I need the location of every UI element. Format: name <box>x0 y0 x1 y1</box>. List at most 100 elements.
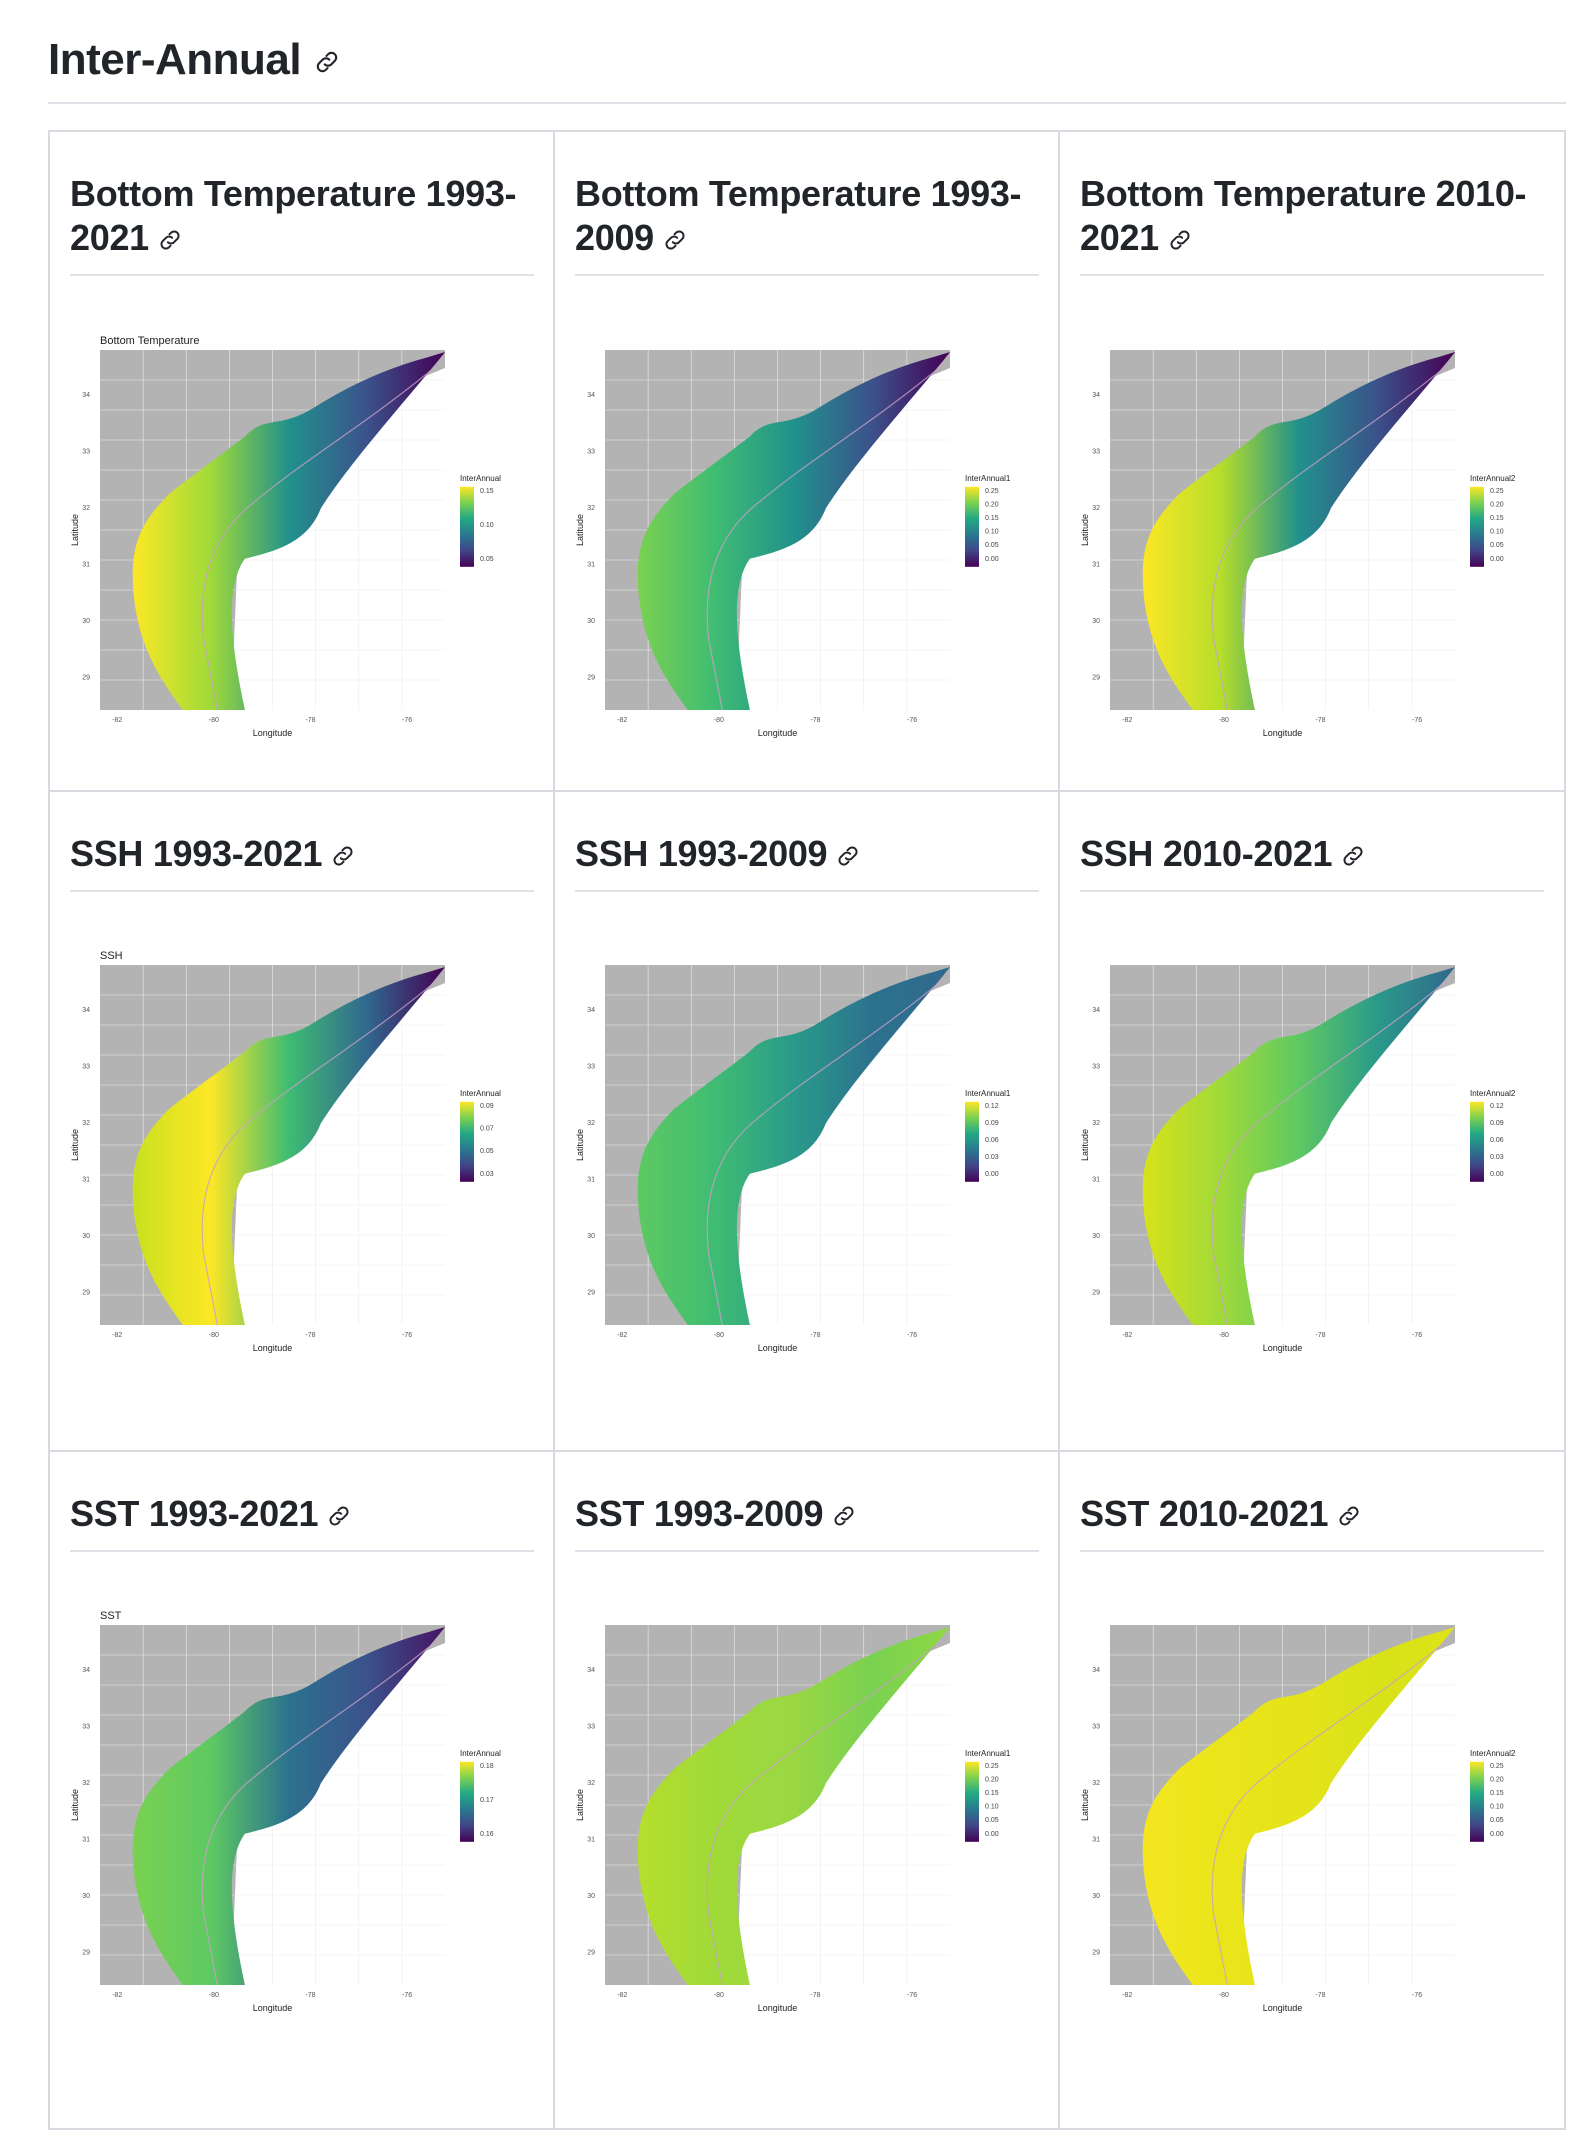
map-plot: Bottom Temperature -82 -80 -78 -76 34 33 32 31 30… <box>70 335 501 738</box>
map-plot: SST -82 -80 -78 -76 34 33 32 31 30 29 Longitude Lati… <box>70 1610 501 2013</box>
map-plot: -82 -80 -78 -76 34 33 32 31 30 29 Longitude Latitud… <box>575 350 1011 738</box>
map-plot: -82 -80 -78 -76 34 33 32 31 30 29 Longitude Latitud… <box>575 1625 1011 2013</box>
isobath-contour <box>201 363 439 711</box>
map-figure: -82 -80 -78 -76 34 33 32 31 30 29 Longitude Latitud… <box>1080 1597 1550 2017</box>
y-axis-label: Latitude <box>1080 1789 1090 1821</box>
link-icon[interactable] <box>1336 1503 1362 1529</box>
y-tick-label: 31 <box>82 561 90 568</box>
legend-colorbar <box>1470 1101 1484 1182</box>
y-tick-label: 32 <box>82 505 90 512</box>
interannual-field <box>637 352 950 710</box>
legend-tick-label: 0.12 <box>985 1103 999 1110</box>
map-figure: -82 -80 -78 -76 34 33 32 31 30 29 Longitude Latitud… <box>575 322 1045 742</box>
y-tick-label: 31 <box>1092 1176 1100 1183</box>
legend-tick-label: 0.06 <box>1490 1137 1504 1144</box>
map-plot: -82 -80 -78 -76 34 33 32 31 30 29 Longitude Latitud… <box>1080 1625 1516 2013</box>
interannual-field <box>637 1627 950 1985</box>
isobath-contour <box>706 978 944 1326</box>
figure-card: Bottom Temperature 2010-2021 -82 -80 -78 -76… <box>1058 130 1566 810</box>
card-title: Bottom Temperature 1993-2021 <box>70 172 534 276</box>
legend-tick-label: 0.03 <box>1490 1154 1504 1161</box>
y-tick-label: 29 <box>1092 1949 1100 1956</box>
y-axis-label: Latitude <box>70 1129 80 1161</box>
y-tick-label: 29 <box>82 1949 90 1956</box>
legend-tick-label: 0.00 <box>985 1831 999 1838</box>
card-title: SST 2010-2021 <box>1080 1492 1544 1552</box>
legend-tick-label: 0.03 <box>985 1154 999 1161</box>
card-title-text: SSH 2010-2021 <box>1080 833 1333 874</box>
x-tick-label: -76 <box>907 1332 917 1339</box>
legend-tick-label: 0.25 <box>985 1763 999 1770</box>
x-tick-label: -80 <box>1219 1992 1229 1999</box>
x-tick-label: -78 <box>810 1992 820 1999</box>
figure-card: Bottom Temperature 1993-2021 Bottom Tempe… <box>48 130 556 810</box>
legend-title: InterAnnual2 <box>1470 474 1516 483</box>
legend-tick-label: 0.09 <box>480 1103 494 1110</box>
x-tick-label: -76 <box>402 717 412 724</box>
link-icon[interactable] <box>1167 227 1193 253</box>
map-figure: Bottom Temperature -82 -80 -78 -76 34 33 32 31 30… <box>70 322 540 742</box>
map-plot-title: Bottom Temperature <box>100 335 199 347</box>
interannual-field <box>132 352 445 710</box>
y-tick-label: 29 <box>587 1949 595 1956</box>
isobath-contour <box>1211 978 1449 1326</box>
y-tick-label: 32 <box>1092 1780 1100 1787</box>
interannual-field <box>1142 1627 1455 1985</box>
y-tick-label: 34 <box>1092 392 1100 399</box>
y-tick-label: 32 <box>1092 505 1100 512</box>
link-icon[interactable] <box>330 843 356 869</box>
map-plot: -82 -80 -78 -76 34 33 32 31 30 29 Longitude Latitud… <box>1080 965 1516 1353</box>
x-tick-label: -82 <box>112 717 122 724</box>
x-tick-label: -80 <box>1219 1332 1229 1339</box>
legend-tick-label: 0.10 <box>1490 1804 1504 1811</box>
y-tick-label: 30 <box>1092 618 1100 625</box>
legend-tick-label: 0.25 <box>985 488 999 495</box>
legend-tick-label: 0.05 <box>480 1148 494 1155</box>
legend-tick-label: 0.05 <box>1490 1817 1504 1824</box>
link-icon[interactable] <box>326 1503 352 1529</box>
legend-tick-label: 0.09 <box>1490 1120 1504 1127</box>
interannual-field <box>132 967 445 1325</box>
legend-tick-label: 0.10 <box>1490 529 1504 536</box>
legend-tick-label: 0.20 <box>985 501 999 508</box>
link-icon[interactable] <box>157 227 183 253</box>
figure-card: SSH 2010-2021 -82 -80 -78 -76 34 33 32 31 30 29 Lon… <box>1058 790 1566 1470</box>
y-tick-label: 31 <box>587 1836 595 1843</box>
x-axis-label: Longitude <box>758 2003 798 2013</box>
legend-title: InterAnnual2 <box>1470 1089 1516 1098</box>
legend-title: InterAnnual <box>460 1749 501 1758</box>
y-tick-label: 31 <box>587 561 595 568</box>
legend-tick-label: 0.25 <box>1490 488 1504 495</box>
x-tick-label: -78 <box>305 717 315 724</box>
legend-colorbar <box>460 1101 474 1182</box>
link-icon[interactable] <box>313 48 341 76</box>
legend-colorbar <box>965 1101 979 1182</box>
y-tick-label: 33 <box>587 448 595 455</box>
y-tick-label: 29 <box>587 674 595 681</box>
map-figure: -82 -80 -78 -76 34 33 32 31 30 29 Longitude Latitud… <box>575 937 1045 1357</box>
x-tick-label: -76 <box>402 1992 412 1999</box>
map-plot-title: SST <box>100 1610 122 1622</box>
legend-colorbar <box>1470 1761 1484 1842</box>
legend-tick-label: 0.00 <box>1490 1831 1504 1838</box>
map-figure: -82 -80 -78 -76 34 33 32 31 30 29 Longitude Latitud… <box>1080 937 1550 1357</box>
legend-colorbar <box>460 1761 474 1842</box>
y-tick-label: 29 <box>587 1289 595 1296</box>
map-figure: -82 -80 -78 -76 34 33 32 31 30 29 Longitude Latitud… <box>1080 322 1550 742</box>
legend-title: InterAnnual1 <box>965 1089 1011 1098</box>
y-tick-label: 34 <box>82 1667 90 1674</box>
link-icon[interactable] <box>1340 843 1366 869</box>
y-tick-label: 32 <box>587 505 595 512</box>
x-tick-label: -80 <box>714 1332 724 1339</box>
y-tick-label: 33 <box>82 448 90 455</box>
card-title-text: SST 1993-2021 <box>70 1493 319 1534</box>
link-icon[interactable] <box>662 227 688 253</box>
x-tick-label: -76 <box>907 1992 917 1999</box>
link-icon[interactable] <box>831 1503 857 1529</box>
x-tick-label: -76 <box>1412 1332 1422 1339</box>
legend-tick-label: 0.06 <box>985 1137 999 1144</box>
map-figure: -82 -80 -78 -76 34 33 32 31 30 29 Longitude Latitud… <box>575 1597 1045 2017</box>
legend-tick-label: 0.05 <box>480 556 494 563</box>
figure-card: SST 1993-2009 -82 -80 -78 -76 34 33 32 31 30 29 Lon… <box>553 1450 1061 2130</box>
link-icon[interactable] <box>835 843 861 869</box>
